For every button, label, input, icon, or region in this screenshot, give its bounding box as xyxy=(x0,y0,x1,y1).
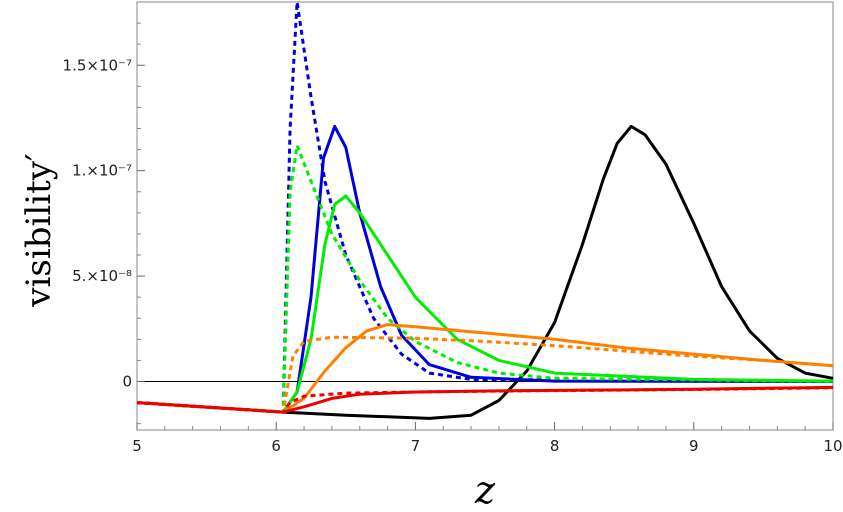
series-group xyxy=(136,0,834,420)
series-line-5-solid xyxy=(136,323,834,414)
tick-labels: 5 6 7 8 9 10 0 5.×10⁻⁸ 1.×10⁻⁷ 1.5×10⁻⁷ xyxy=(63,56,843,455)
series-line-2-dashed xyxy=(136,0,834,414)
y-tick-label: 0 xyxy=(122,373,132,391)
x-axis-title: z xyxy=(474,468,496,512)
series-line-4-dashed xyxy=(136,143,834,414)
x-tick-label: 7 xyxy=(411,437,421,455)
x-tick-label: 6 xyxy=(271,437,281,455)
x-tick-label: 5 xyxy=(132,437,142,455)
series-line-6-dashed xyxy=(136,335,834,414)
series-line-0-solid xyxy=(136,124,834,420)
y-tick-label: 5.×10⁻⁸ xyxy=(72,267,132,285)
series-line-3-solid xyxy=(136,194,834,414)
y-tick-label: 1.5×10⁻⁷ xyxy=(63,56,132,74)
y-axis-title: visibility′ xyxy=(19,153,59,307)
y-tick-label: 1.×10⁻⁷ xyxy=(72,162,132,180)
x-tick-label: 9 xyxy=(689,437,699,455)
series-line-1-solid xyxy=(136,124,834,414)
x-tick-label: 10 xyxy=(823,437,842,455)
x-tick-label: 8 xyxy=(550,437,560,455)
ticks xyxy=(136,22,834,430)
plot-frame xyxy=(136,1,834,431)
